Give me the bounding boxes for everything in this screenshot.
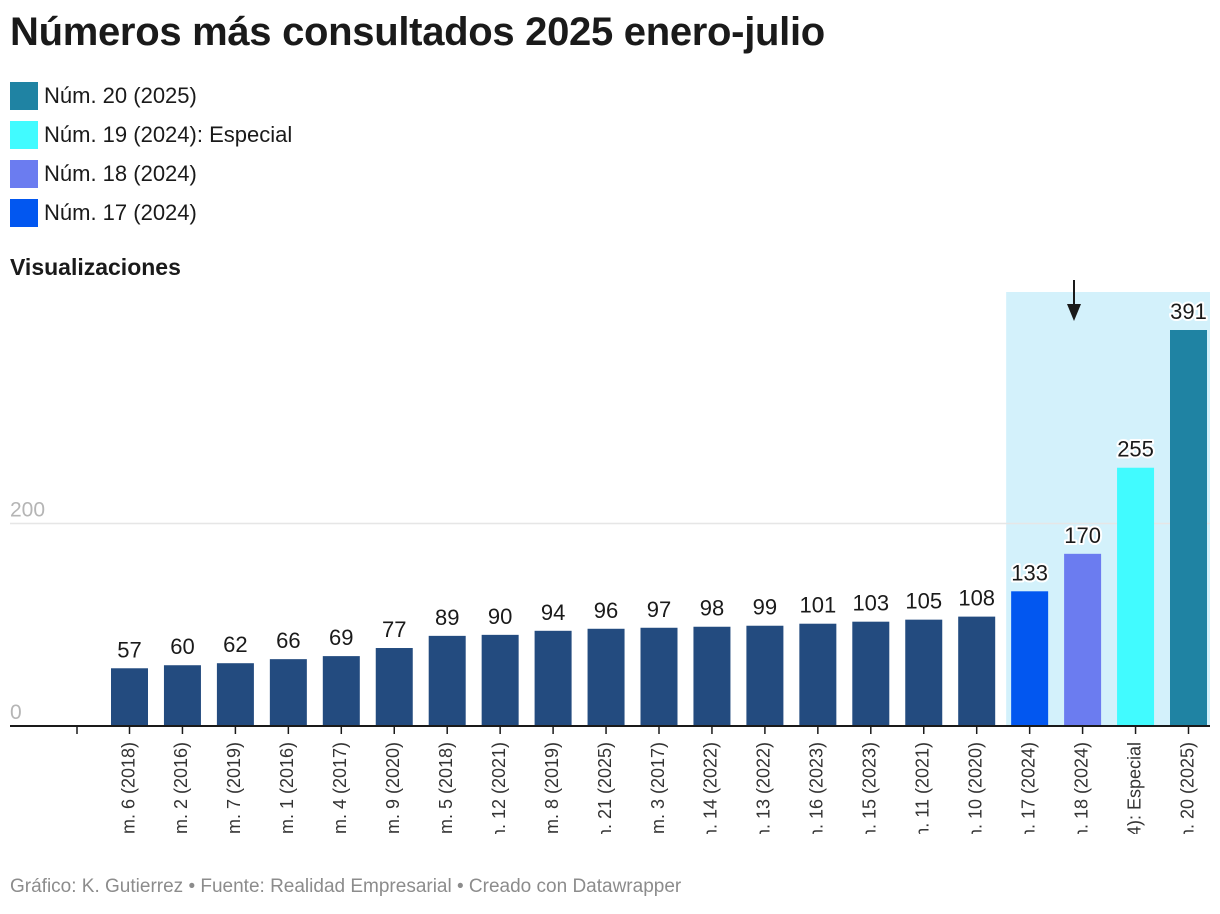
x-tick-label: Núm. 21 (2025): [595, 742, 615, 840]
value-label: 133: [1011, 560, 1048, 585]
value-label: 105: [905, 589, 942, 614]
legend-label: Núm. 17 (2024): [44, 200, 197, 225]
x-tick-label: Núm. 16 (2023): [807, 742, 827, 840]
legend-item: Núm. 19 (2024): Especial: [10, 121, 292, 149]
bar: [111, 668, 148, 726]
value-label: 170: [1064, 523, 1101, 548]
x-tick-label: Núm. 15 (2023): [860, 742, 880, 840]
x-tick-label: Núm. 8 (2019): [542, 742, 562, 840]
bar: [1064, 553, 1102, 726]
bar: [693, 626, 731, 726]
x-tick-label: Núm. 10 (2020): [965, 742, 985, 840]
value-label: 103: [852, 591, 889, 616]
x-tick-label: Núm. 7 (2019): [224, 742, 244, 840]
value-label: 89: [435, 605, 459, 630]
annotation-arrowhead: [1067, 304, 1081, 321]
y-tick-label: 0: [10, 701, 22, 724]
value-label: 57: [117, 637, 141, 662]
x-tick-label: Núm. 19 (2024): Especial: [1124, 742, 1144, 840]
legend-item: Núm. 18 (2024): [10, 160, 292, 188]
value-label: 101: [799, 593, 836, 618]
legend-swatch: [10, 82, 38, 110]
legend-swatch: [10, 160, 38, 188]
value-label: 60: [170, 634, 194, 659]
value-label: 99: [753, 595, 777, 620]
bar: [216, 663, 254, 726]
legend-item: Núm. 17 (2024): [10, 199, 292, 227]
value-label: 94: [541, 600, 565, 625]
bar: [587, 628, 625, 726]
bar: [799, 623, 837, 726]
x-tick-label: Núm. 6 (2018): [118, 742, 138, 840]
bar: [852, 621, 890, 726]
value-label: 90: [488, 604, 512, 629]
legend-label: Núm. 18 (2024): [44, 161, 197, 186]
legend-label: Núm. 19 (2024): Especial: [44, 122, 293, 147]
value-label: 66: [276, 628, 300, 653]
bar: [375, 648, 413, 726]
bar: [428, 635, 466, 726]
legend-label: Núm. 20 (2025): [44, 83, 197, 108]
legend-item: Núm. 20 (2025): [10, 82, 292, 110]
bar: [746, 625, 784, 726]
x-tick-label: Núm. 2 (2016): [171, 742, 191, 840]
bar: [269, 659, 307, 726]
legend-swatch: [10, 199, 38, 227]
bar: [534, 630, 572, 726]
value-label: 255: [1117, 437, 1154, 462]
bar: [322, 656, 360, 726]
x-tick-label: Núm. 20 (2025): [1177, 742, 1197, 840]
footer-credit: Gráfico: K. Gutierrez • Fuente: Realidad…: [10, 876, 682, 897]
x-tick-label: Núm. 3 (2017): [648, 742, 668, 840]
bar: [1011, 591, 1049, 726]
bar-chart: 0 200 57 60 62 66 69 77 89 90 94 96 97 98 99 101 103 105…: [10, 280, 1210, 840]
x-tick-label: Núm. 17 (2024): [1018, 742, 1038, 840]
bar: [958, 616, 996, 726]
legend: Núm. 20 (2025) Núm. 19 (2024): Especial …: [10, 82, 292, 238]
value-label: 69: [329, 625, 353, 650]
value-label: 96: [594, 598, 618, 623]
x-tick-label: Núm. 12 (2021): [489, 742, 509, 840]
x-tick-label: Núm. 11 (2021): [913, 742, 933, 840]
x-tick-label: Núm. 4 (2017): [330, 742, 350, 840]
y-axis-label: Visualizaciones: [10, 254, 181, 280]
x-tick-label: Núm. 1 (2016): [277, 742, 297, 840]
x-tick-label: Núm. 5 (2018): [436, 742, 456, 840]
bar: [905, 619, 943, 726]
bar: [1170, 330, 1207, 726]
bar: [640, 627, 678, 726]
y-tick-label: 200: [10, 498, 45, 521]
x-tick-label: Núm. 13 (2022): [754, 742, 774, 840]
value-label: 98: [700, 596, 724, 621]
x-tick-label: Núm. 9 (2020): [383, 742, 403, 840]
value-label: 391: [1170, 299, 1207, 324]
value-label: 97: [647, 597, 671, 622]
bar: [481, 634, 519, 726]
value-label: 77: [382, 617, 406, 642]
bar: [1117, 467, 1155, 726]
bar: [163, 665, 201, 726]
x-tick-label: Núm. 18 (2024): [1071, 742, 1091, 840]
value-label: 62: [223, 632, 247, 657]
legend-swatch: [10, 121, 38, 149]
chart-title: Números más consultados 2025 enero-julio: [10, 10, 825, 54]
x-tick-label: Núm. 14 (2022): [701, 742, 721, 840]
value-label: 108: [958, 586, 995, 611]
